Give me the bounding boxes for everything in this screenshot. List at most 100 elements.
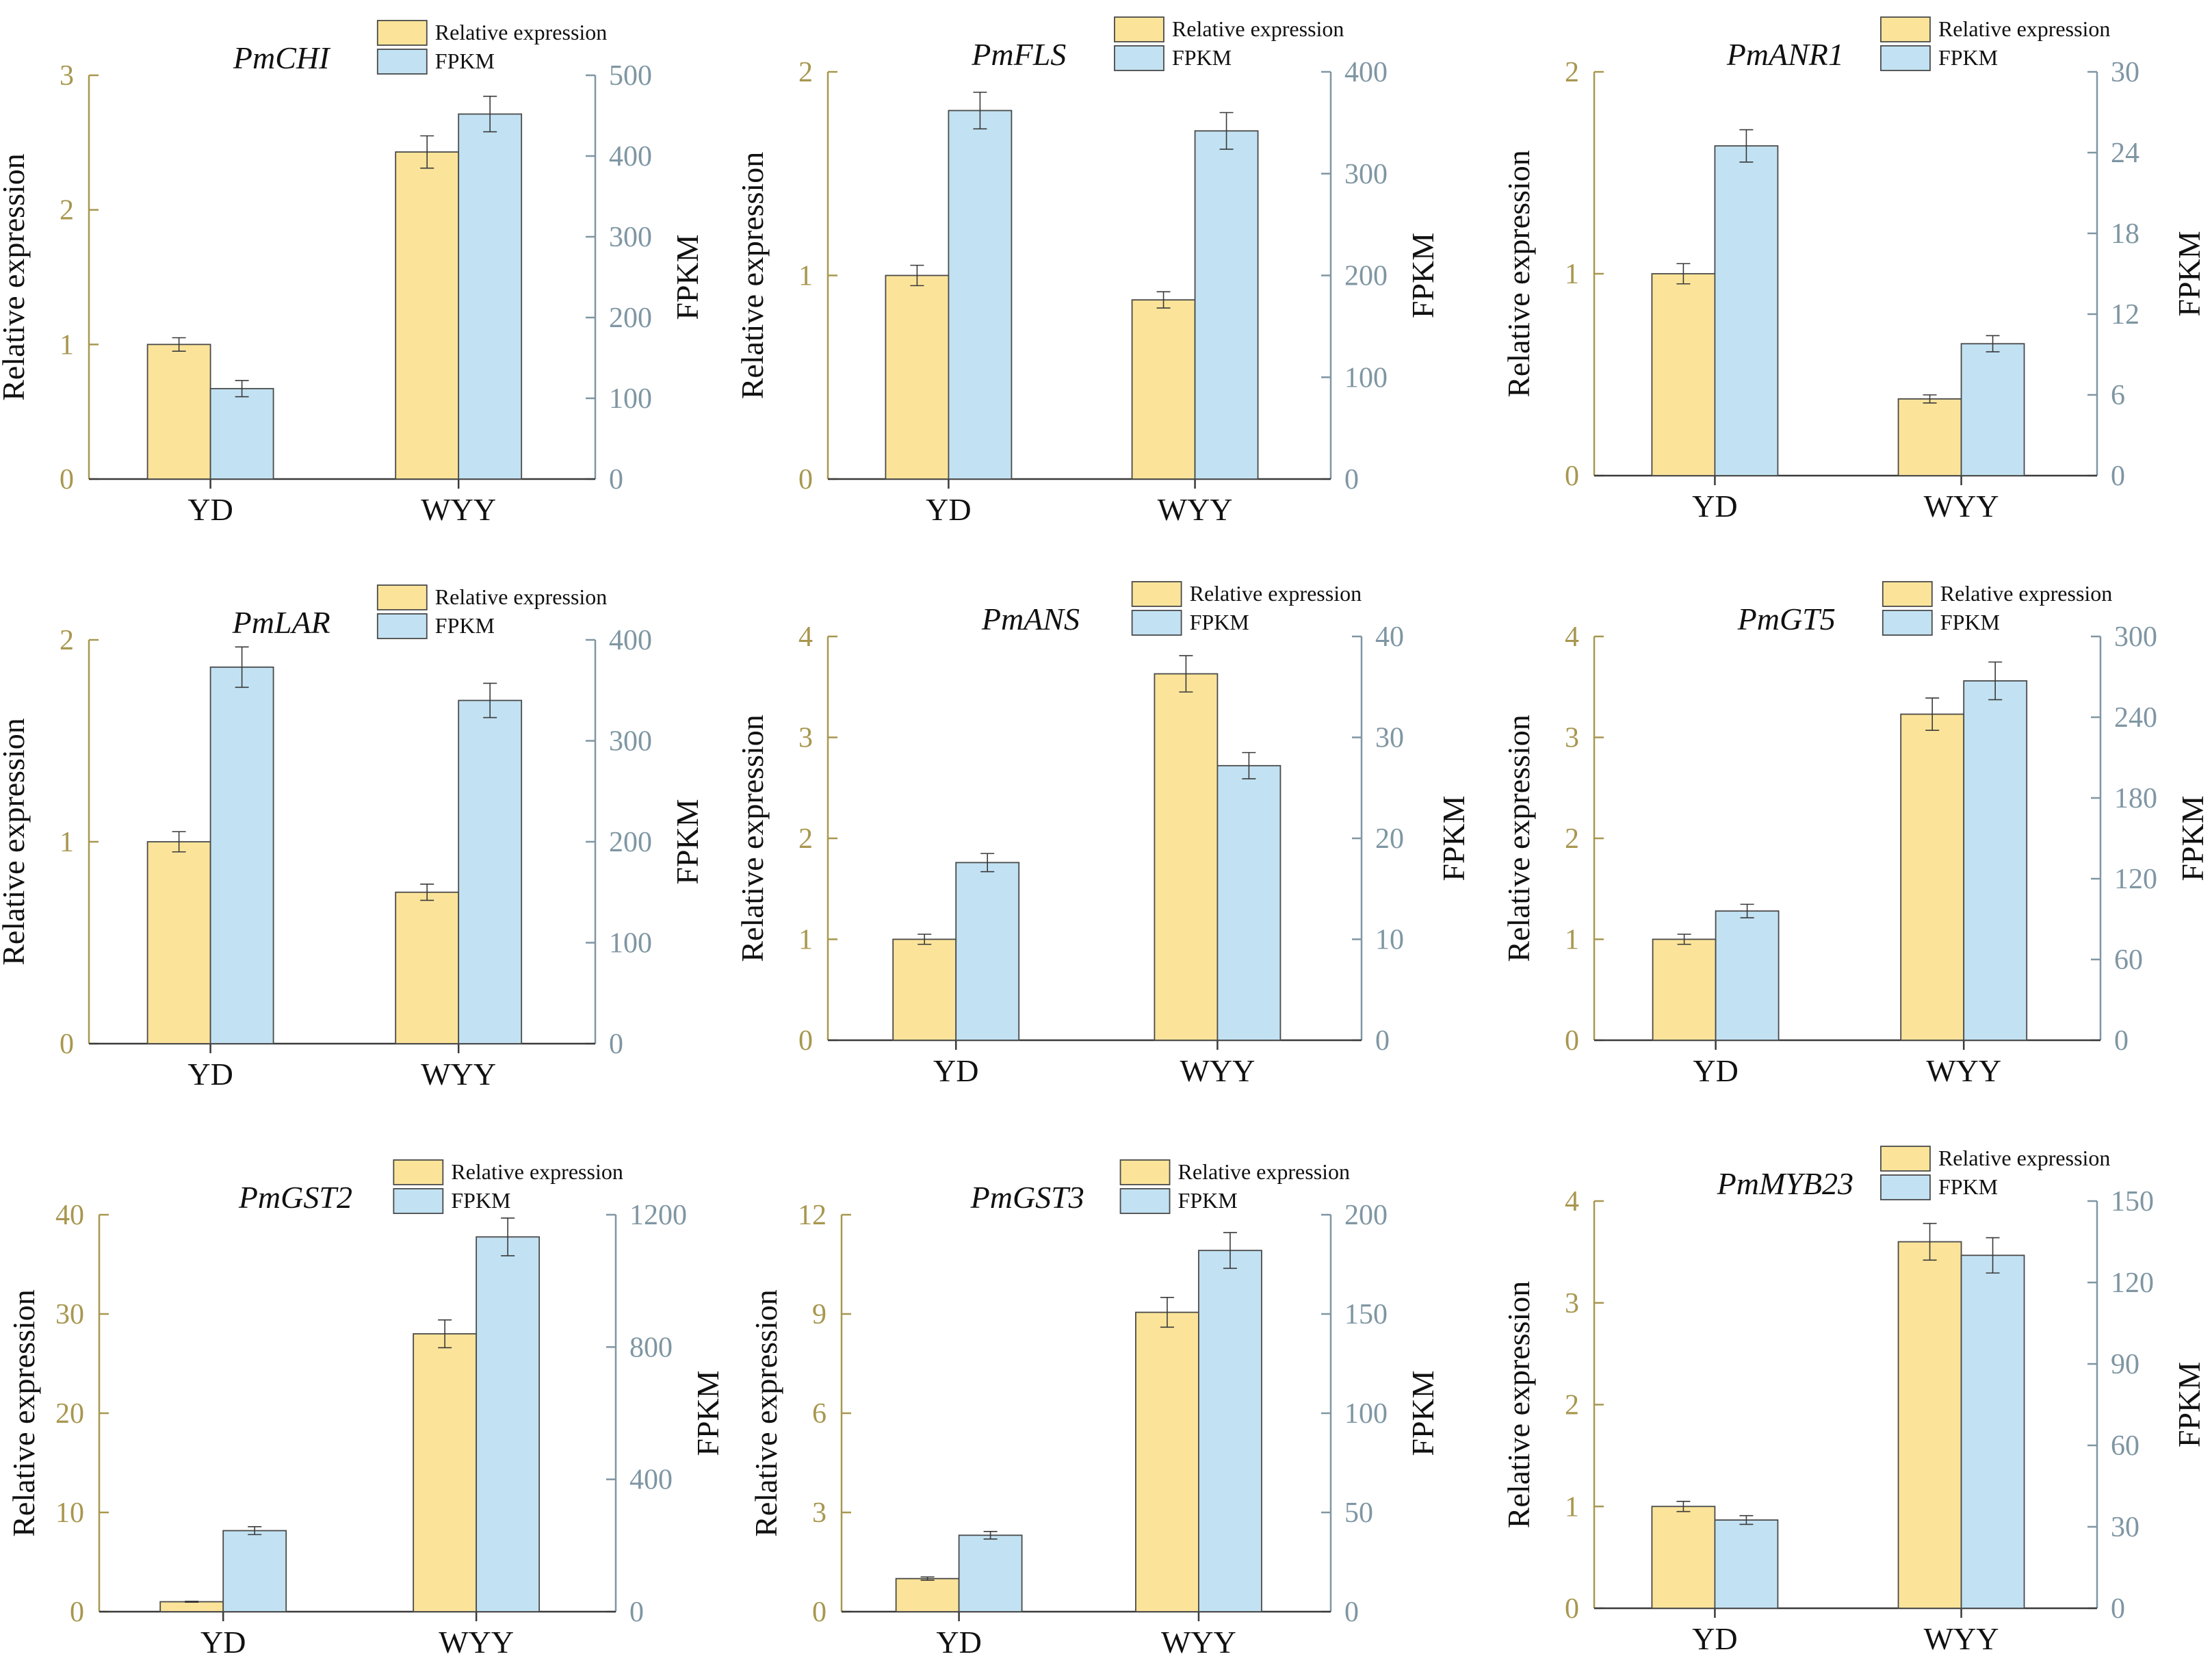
- right-tick-label: 30: [2111, 57, 2139, 88]
- y2-axis-label: FPKM: [1405, 233, 1440, 318]
- right-tick-label: 60: [2114, 944, 2143, 976]
- relative-bar-yd: [1651, 273, 1716, 476]
- x-tick-label: YD: [933, 1053, 978, 1088]
- right-tick-label: 0: [2111, 461, 2125, 492]
- chart-panel-pmlar: 0 1 2 0 100 200 300 400 YD WYY Relative expression…: [0, 584, 705, 1092]
- right-tick-label: 120: [2114, 864, 2157, 895]
- x-tick-label: WYY: [421, 492, 496, 527]
- left-tick-label: 0: [798, 464, 813, 495]
- right-tick-label: 100: [609, 383, 652, 415]
- right-tick-label: 40: [1375, 621, 1404, 653]
- legend-swatch-fpkm: [1880, 1174, 1931, 1200]
- right-tick-label: 30: [2111, 1512, 2139, 1543]
- right-tick-label: 0: [609, 1029, 623, 1060]
- fpkm-bar-wyy: [1198, 1250, 1262, 1612]
- fpkm-bar-wyy: [1963, 680, 2028, 1041]
- left-tick-label: 0: [1565, 461, 1579, 492]
- left-tick-label: 0: [1565, 1025, 1579, 1057]
- left-tick-label: 1: [1565, 1491, 1579, 1523]
- right-tick-label: 12: [2111, 299, 2139, 331]
- left-tick-label: 3: [1565, 723, 1579, 754]
- left-tick-label: 3: [798, 723, 813, 754]
- x-tick-label: YD: [1692, 1621, 1737, 1656]
- left-tick-label: 2: [60, 195, 74, 227]
- relative-bar-yd: [895, 1577, 960, 1612]
- chart-panel-pmmyb23: 0 1 2 3 4 0 30 60 90 120 150 YD WYY Relative expressi…: [1501, 1146, 2207, 1656]
- right-tick-label: 50: [1344, 1497, 1373, 1529]
- right-tick-label: 20: [1375, 823, 1404, 855]
- x-tick-label: YD: [1692, 489, 1737, 524]
- left-tick-label: 20: [55, 1398, 84, 1430]
- left-tick-label: 4: [1565, 621, 1579, 653]
- right-tick-label: 200: [609, 302, 652, 334]
- right-tick-label: 0: [1344, 464, 1359, 495]
- relative-bar-yd: [146, 344, 211, 480]
- left-tick-label: 0: [60, 1029, 74, 1060]
- right-tick-label: 6: [2111, 380, 2125, 411]
- legend-swatch-relative: [376, 20, 428, 46]
- right-tick-label: 120: [2111, 1267, 2154, 1299]
- legend-swatch-fpkm: [393, 1188, 444, 1214]
- relative-bar-wyy: [1900, 713, 1965, 1041]
- legend-swatch-fpkm: [1119, 1188, 1171, 1214]
- relative-bar-yd: [159, 1601, 224, 1612]
- left-tick-label: 1: [798, 925, 813, 956]
- y2-axis-label: FPKM: [1436, 795, 1471, 881]
- y2-axis-label: FPKM: [690, 1370, 725, 1456]
- right-tick-label: 100: [1344, 1398, 1388, 1430]
- y2-axis-label: FPKM: [2175, 795, 2210, 881]
- left-tick-label: 12: [798, 1200, 827, 1231]
- right-tick-label: 100: [609, 928, 652, 959]
- relative-bar-wyy: [395, 891, 460, 1044]
- legend-swatch-relative: [1882, 581, 1933, 607]
- right-tick-label: 60: [2111, 1430, 2139, 1462]
- legend-label-relative: Relative expression: [1940, 581, 2112, 606]
- left-tick-label: 1: [60, 329, 74, 361]
- left-tick-label: 30: [55, 1299, 84, 1330]
- left-tick-label: 1: [60, 827, 74, 858]
- chart-panel-pmfls: 0 1 2 0 100 200 300 400 YD WYY Relative expression…: [735, 16, 1440, 527]
- fpkm-bar-wyy: [476, 1236, 541, 1612]
- relative-bar-wyy: [1135, 1311, 1199, 1612]
- left-tick-label: 2: [60, 625, 74, 656]
- right-tick-label: 0: [609, 464, 623, 495]
- legend-swatch-fpkm: [376, 613, 428, 639]
- x-tick-label: WYY: [1926, 1053, 2001, 1088]
- y-axis-label: Relative expression: [1501, 150, 1536, 398]
- left-tick-label: 1: [1565, 259, 1579, 290]
- fpkm-bar-wyy: [1960, 343, 2025, 476]
- y2-axis-label: FPKM: [670, 234, 705, 320]
- chart-title: PmGST3: [970, 1180, 1084, 1215]
- fpkm-bar-yd: [209, 666, 274, 1044]
- relative-bar-yd: [892, 938, 957, 1041]
- fpkm-bar-yd: [209, 387, 274, 480]
- legend-label-relative: Relative expression: [1938, 1146, 2110, 1170]
- relative-bar-wyy: [395, 151, 460, 480]
- y-axis-label: Relative expression: [6, 1289, 41, 1537]
- y2-axis-label: FPKM: [2172, 1362, 2207, 1447]
- left-tick-label: 1: [798, 261, 813, 292]
- left-tick-label: 3: [60, 60, 74, 92]
- left-tick-label: 9: [812, 1299, 827, 1330]
- fpkm-bar-wyy: [1960, 1254, 2025, 1609]
- left-tick-label: 4: [1565, 1186, 1579, 1217]
- legend-label-fpkm: FPKM: [1178, 1188, 1238, 1213]
- chart-panel-pmchi: 0 1 2 3 0 100 200 300 400 500 YD WYY Relative expres…: [0, 20, 705, 527]
- legend-label-fpkm: FPKM: [451, 1188, 510, 1213]
- legend-label-fpkm: FPKM: [1172, 45, 1232, 70]
- y-axis-label: Relative expression: [735, 152, 770, 400]
- legend-swatch-relative: [1880, 1146, 1931, 1172]
- left-tick-label: 2: [1565, 1390, 1579, 1421]
- relative-bar-yd: [885, 274, 950, 480]
- x-tick-label: WYY: [439, 1625, 514, 1660]
- y2-axis-label: FPKM: [2172, 231, 2207, 316]
- right-tick-label: 90: [2111, 1349, 2139, 1380]
- left-tick-label: 40: [55, 1200, 84, 1231]
- fpkm-bar-yd: [1715, 910, 1780, 1041]
- right-tick-label: 10: [1375, 925, 1404, 956]
- relative-bar-wyy: [1154, 673, 1219, 1041]
- chart-panel-pmgt5: 0 1 2 3 4 0 60 120 180 240 300 YD WYY Relative expres…: [1501, 581, 2210, 1088]
- relative-bar-wyy: [1897, 398, 1962, 476]
